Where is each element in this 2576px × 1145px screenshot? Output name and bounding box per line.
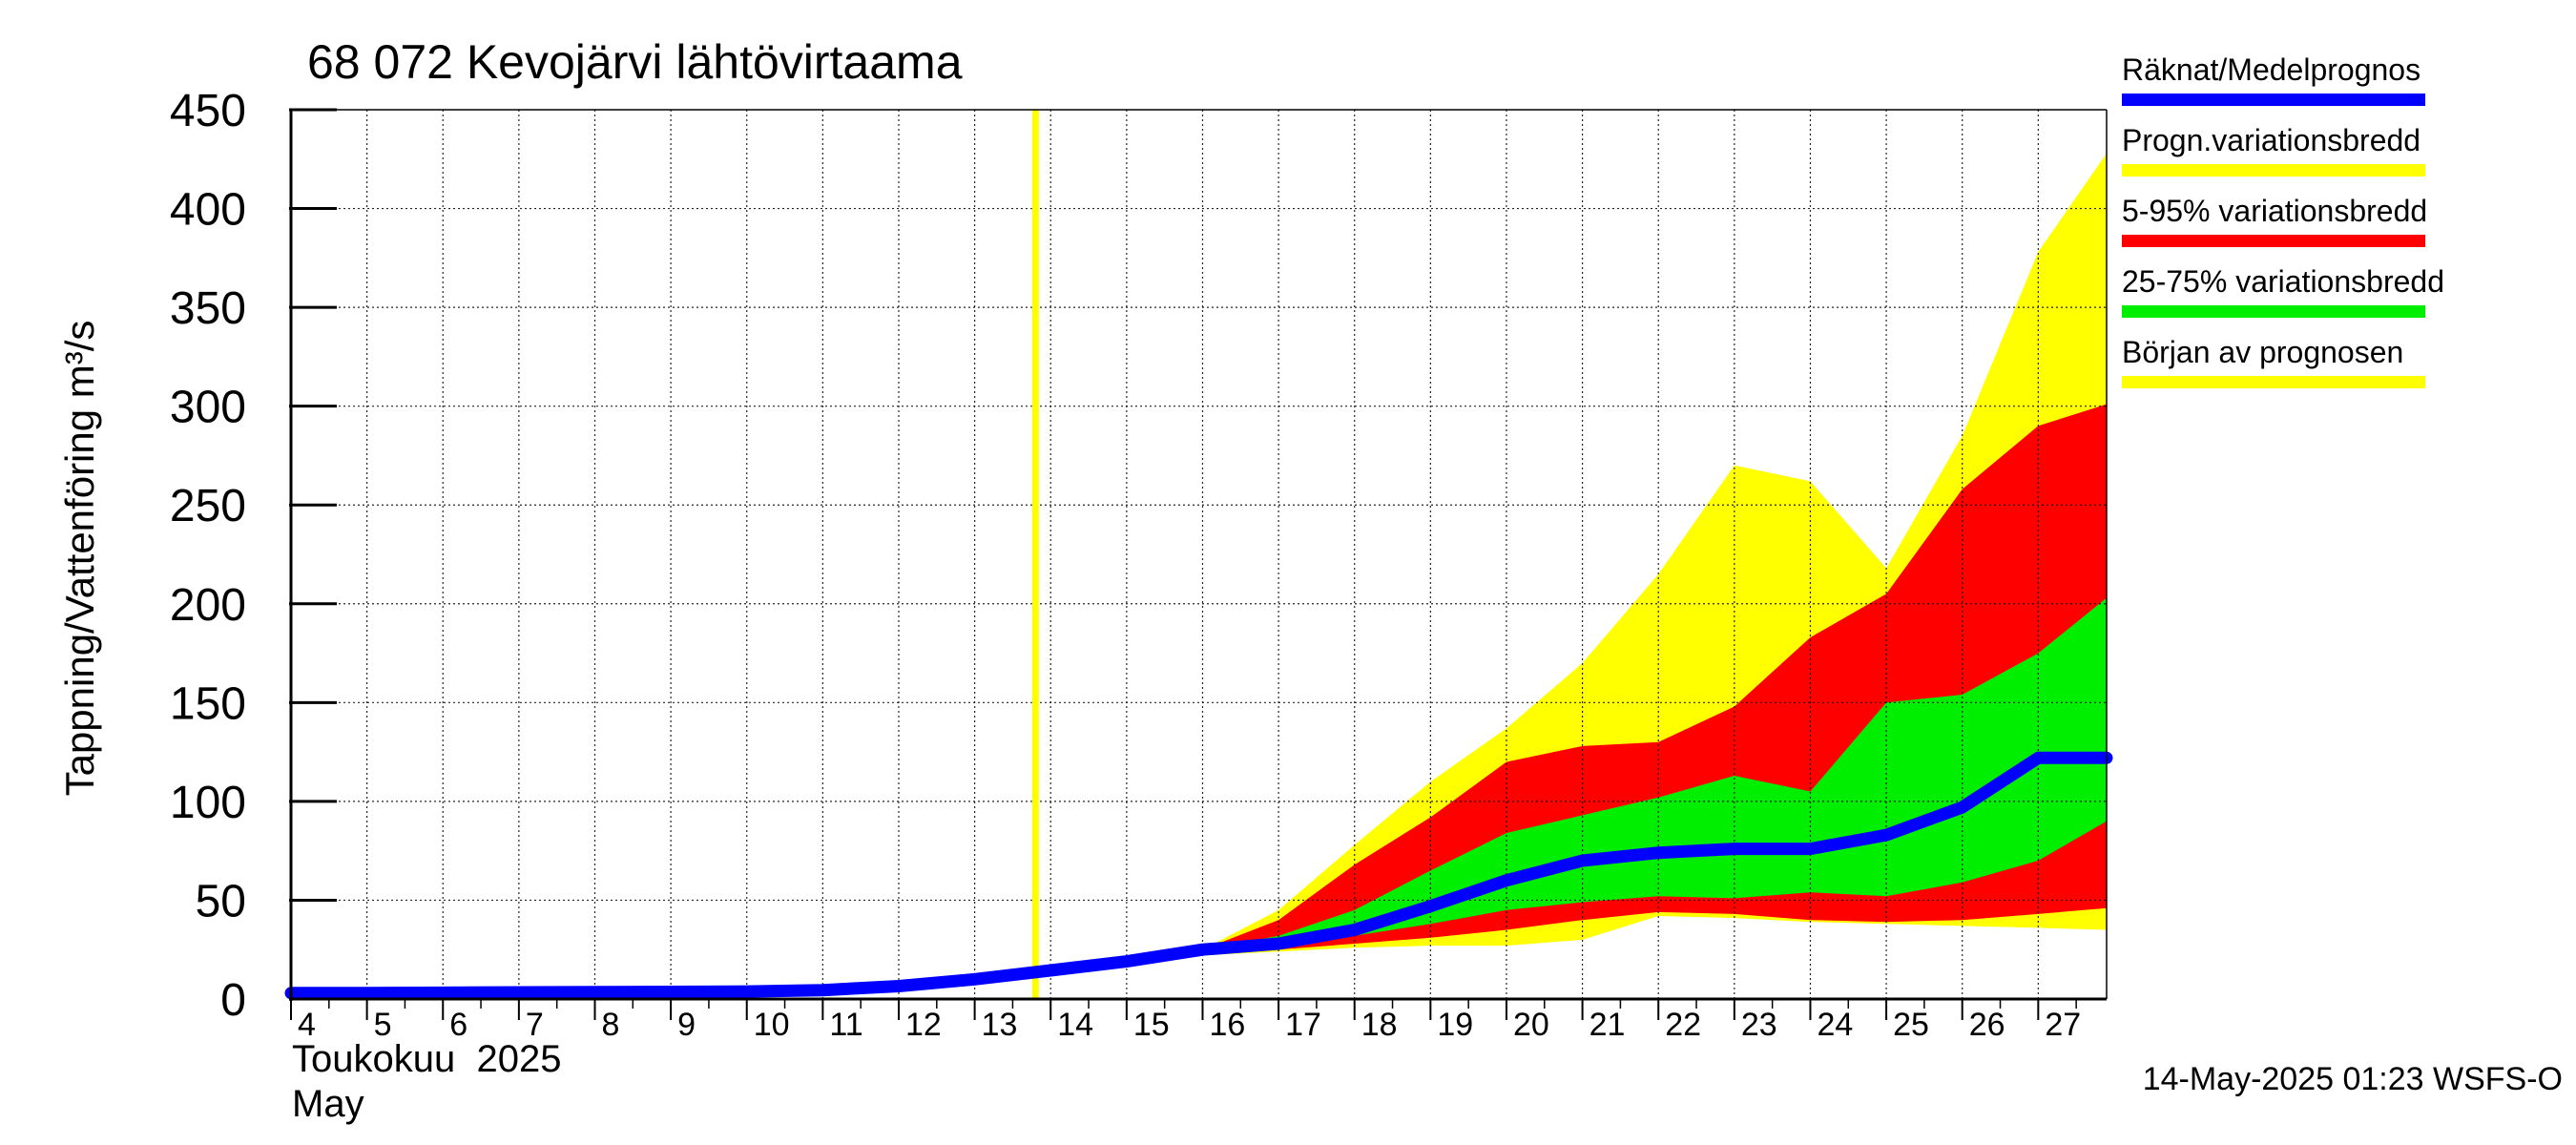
- y-tick-label: 300: [170, 383, 246, 433]
- legend: Räknat/Medelprognos Progn.variationsbredd…: [2122, 52, 2444, 388]
- x-tick-label: 23: [1741, 1007, 1777, 1043]
- x-tick-label: 8: [601, 1007, 619, 1043]
- x-tick-label: 14: [1057, 1007, 1093, 1043]
- x-tick-label: 5: [374, 1007, 392, 1043]
- x-tick-label: 27: [2045, 1007, 2081, 1043]
- legend-label: 25-75% variationsbredd: [2122, 264, 2444, 299]
- x-tick-label: 26: [1969, 1007, 2005, 1043]
- timestamp: 14-May-2025 01:23 WSFS-O: [2143, 1061, 2563, 1097]
- x-tick-label: 16: [1209, 1007, 1245, 1043]
- x-tick-label: 11: [829, 1007, 862, 1043]
- x-tick-label: 20: [1513, 1007, 1549, 1043]
- x-tick-label: 6: [449, 1007, 467, 1043]
- x-tick-label: 25: [1893, 1007, 1929, 1043]
- x-axis-month-label: Toukokuu 2025: [292, 1038, 561, 1080]
- y-tick-label: 150: [170, 678, 246, 729]
- y-tick-label: 200: [170, 580, 246, 631]
- legend-swatch: [2122, 164, 2425, 177]
- series-line-medelprognos: [284, 751, 2113, 1000]
- x-tick-label: 18: [1361, 1007, 1398, 1043]
- x-tick-label: 19: [1437, 1007, 1473, 1043]
- x-tick-label: 15: [1133, 1007, 1170, 1043]
- x-tick-label: 22: [1665, 1007, 1701, 1043]
- x-tick-label: 21: [1589, 1007, 1626, 1043]
- x-axis-month-label-sv: May: [292, 1083, 364, 1125]
- x-tick-label: 13: [982, 1007, 1018, 1043]
- x-tick-label: 10: [754, 1007, 790, 1043]
- y-tick-label: 250: [170, 481, 246, 531]
- band-25-75: [1202, 597, 2107, 954]
- y-tick-label: 450: [170, 86, 246, 136]
- legend-label: 5-95% variationsbredd: [2122, 194, 2427, 228]
- x-tick-label: 12: [905, 1007, 942, 1043]
- chart-title: 68 072 Kevojärvi lähtövirtaama: [307, 35, 963, 89]
- y-tick-label: 50: [196, 876, 246, 926]
- y-tick-label: 400: [170, 185, 246, 236]
- y-tick-label: 350: [170, 283, 246, 334]
- legend-swatch: [2122, 376, 2425, 388]
- y-tick-label: 0: [220, 975, 246, 1026]
- legend-swatch: [2122, 94, 2425, 106]
- x-tick-label: 17: [1285, 1007, 1321, 1043]
- y-tick-label: 100: [170, 778, 246, 828]
- legend-label: Räknat/Medelprognos: [2122, 52, 2420, 87]
- y-axis-label: Tappning/Vattenföring m³/s: [57, 321, 102, 797]
- axes: 0 50 100 150 200 250 300 350 400 450 4 5 6 7 8 9 10 11 12 1…: [170, 86, 2108, 1043]
- legend-label: Början av prognosen: [2122, 335, 2403, 369]
- x-tick-label: 24: [1817, 1007, 1853, 1043]
- x-tick-label: 7: [526, 1007, 544, 1043]
- x-tick-label: 4: [298, 1007, 316, 1043]
- legend-swatch: [2122, 305, 2425, 318]
- plot-area: [284, 110, 2113, 1000]
- legend-label: Progn.variationsbredd: [2122, 123, 2420, 157]
- x-tick-label: 9: [677, 1007, 696, 1043]
- legend-swatch: [2122, 235, 2425, 247]
